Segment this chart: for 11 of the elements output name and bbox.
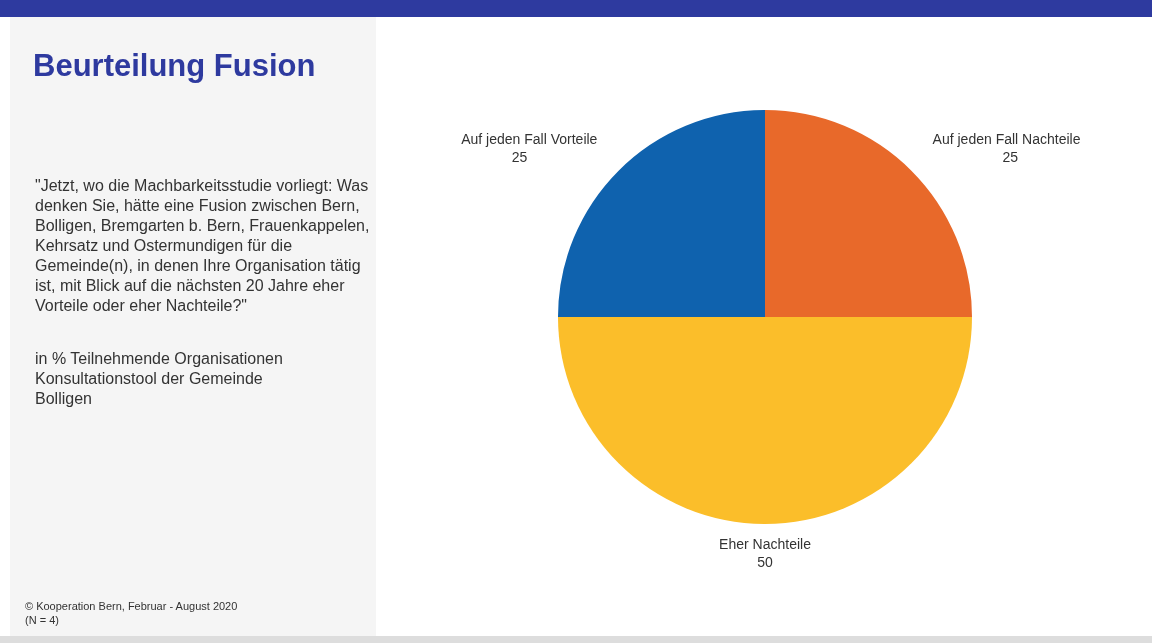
slice-label: Auf jeden Fall Nachteile: [932, 131, 1081, 148]
text: Beurteilung Fusion: [33, 48, 316, 84]
data-label: 25: [1002, 149, 1019, 166]
slice-label: Eher Nachteile: [719, 535, 812, 552]
data-label: 25: [511, 149, 528, 166]
text: "Jetzt, wo die Machbarkeitsstudie vorliegt: Was denken Sie, hätte eine Fusion zwischen Bern, Bolligen, Bremgarten b. Bern, Frauenkappelen, Kehrsatz und Ostermundigen für die Gemeinde(n), in denen Ihre Organisation tätig ist, mit Blick auf die nächsten 20 Jahre eher Vorteile oder eher Nachteile?": [35, 176, 371, 316]
data-label: 50: [757, 553, 773, 570]
text: in % Teilnehmende Organisationen Konsultationstool der Gemeinde Bolligen: [35, 349, 284, 409]
text: (N = 4): [25, 614, 59, 626]
text: © Kooperation Bern, Februar - August 2020: [25, 600, 238, 612]
slice-label: Auf jeden Fall Vorteile: [461, 131, 598, 148]
